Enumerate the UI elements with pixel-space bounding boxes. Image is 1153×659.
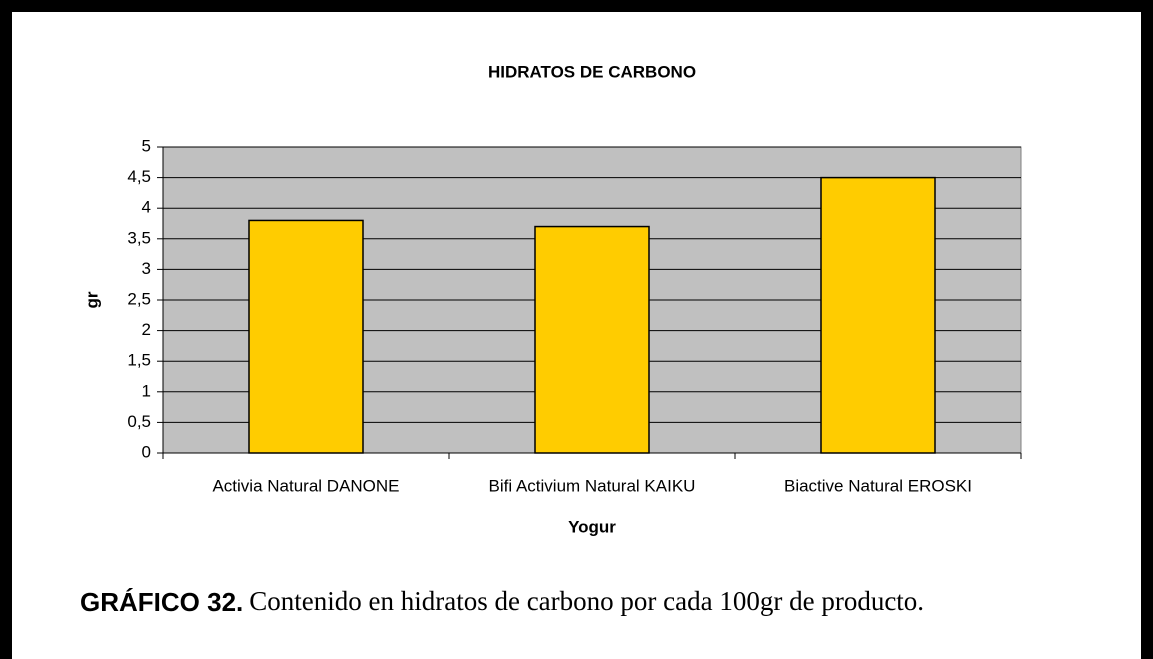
bar	[534, 225, 650, 454]
x-axis-label: Yogur	[568, 517, 616, 536]
y-tick-label: 5	[142, 136, 151, 155]
y-tick-label: 2	[142, 320, 151, 339]
border-right	[1141, 0, 1153, 659]
caption-label: GRÁFICO 32.	[80, 587, 243, 617]
y-tick-label: 0,5	[127, 412, 151, 431]
border-left	[0, 0, 12, 659]
x-tick-label: Activia Natural DANONE	[212, 476, 399, 495]
x-tick-label: Bifi Activium Natural KAIKU	[489, 476, 696, 495]
y-tick-label: 3,5	[127, 228, 151, 247]
caption-text: Contenido en hidratos de carbono por cad…	[249, 586, 924, 616]
chart-title: HIDRATOS DE CARBONO	[488, 62, 696, 81]
y-tick-label: 1	[142, 381, 151, 400]
y-tick-label: 4	[142, 198, 151, 217]
y-axis-label: gr	[82, 291, 101, 308]
y-tick-label: 4,5	[127, 167, 151, 186]
bar	[248, 219, 364, 454]
x-tick-label: Biactive Natural EROSKI	[784, 476, 972, 495]
bar	[820, 176, 936, 454]
border-top	[0, 0, 1153, 12]
y-tick-label: 0	[142, 442, 151, 461]
y-tick-label: 2,5	[127, 289, 151, 308]
y-tick-label: 1,5	[127, 351, 151, 370]
y-tick-label: 3	[142, 259, 151, 278]
caption: GRÁFICO 32. Contenido en hidratos de carb…	[80, 586, 924, 617]
